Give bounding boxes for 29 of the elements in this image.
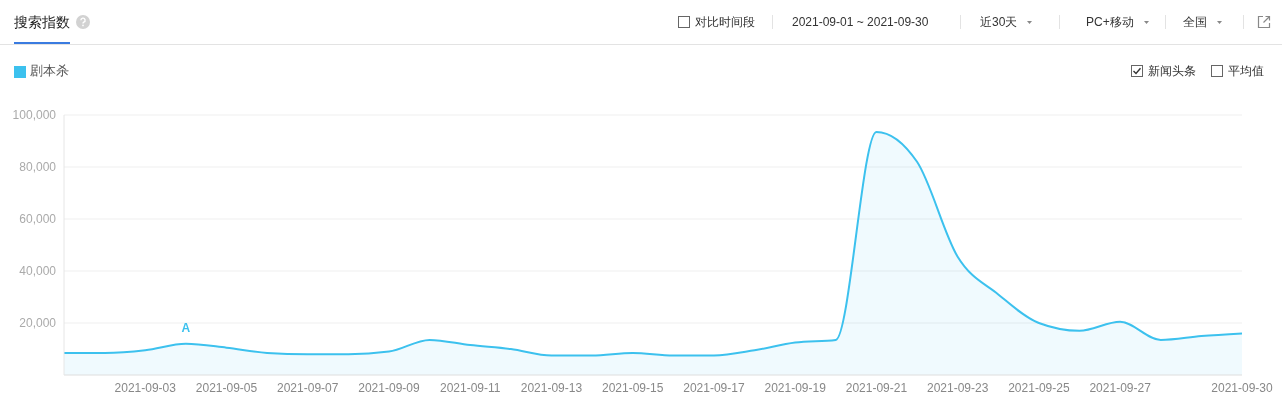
- x-tick-label: 2021-09-25: [1008, 380, 1070, 395]
- x-tick-label: 2021-09-19: [764, 380, 827, 395]
- y-tick-label: 40,000: [19, 264, 57, 279]
- y-tick-label: 60,000: [19, 212, 57, 227]
- chart-title: 搜索指数: [14, 14, 70, 30]
- text: 平均值: [1228, 64, 1264, 78]
- text: PC+移动: [1086, 15, 1134, 29]
- text: 对比时间段: [695, 15, 755, 29]
- x-tick-label: 2021-09-09: [358, 380, 420, 395]
- y-tick-label: 100,000: [12, 108, 57, 123]
- text: 2021-09-01 ~ 2021-09-30: [792, 15, 929, 29]
- x-tick-label: 2021-09-05: [195, 380, 258, 395]
- y-tick-label: 20,000: [19, 316, 57, 331]
- x-tick-label: 2021-09-23: [926, 380, 989, 395]
- x-tick-label: 2021-09-11: [439, 380, 501, 395]
- x-tick-label: 2021-09-21: [845, 380, 908, 395]
- x-tick-label: 2021-09-13: [520, 380, 583, 395]
- text: 全国: [1183, 15, 1207, 29]
- text: 新闻头条: [1148, 64, 1196, 78]
- x-tick-label: 2021-09-27: [1089, 380, 1152, 395]
- y-tick-label: 80,000: [19, 160, 57, 175]
- x-tick-label: 2021-09-03: [114, 380, 177, 395]
- text: 近30天: [980, 15, 1018, 29]
- annotation: A: [181, 320, 191, 335]
- x-tick-label: 2021-09-15: [601, 380, 664, 395]
- legend-label: 剧本杀: [30, 63, 69, 78]
- x-tick-label: 2021-09-07: [277, 380, 339, 395]
- x-tick-label: 2021-09-17: [683, 380, 745, 395]
- x-tick-label: 2021-09-30: [1211, 380, 1274, 395]
